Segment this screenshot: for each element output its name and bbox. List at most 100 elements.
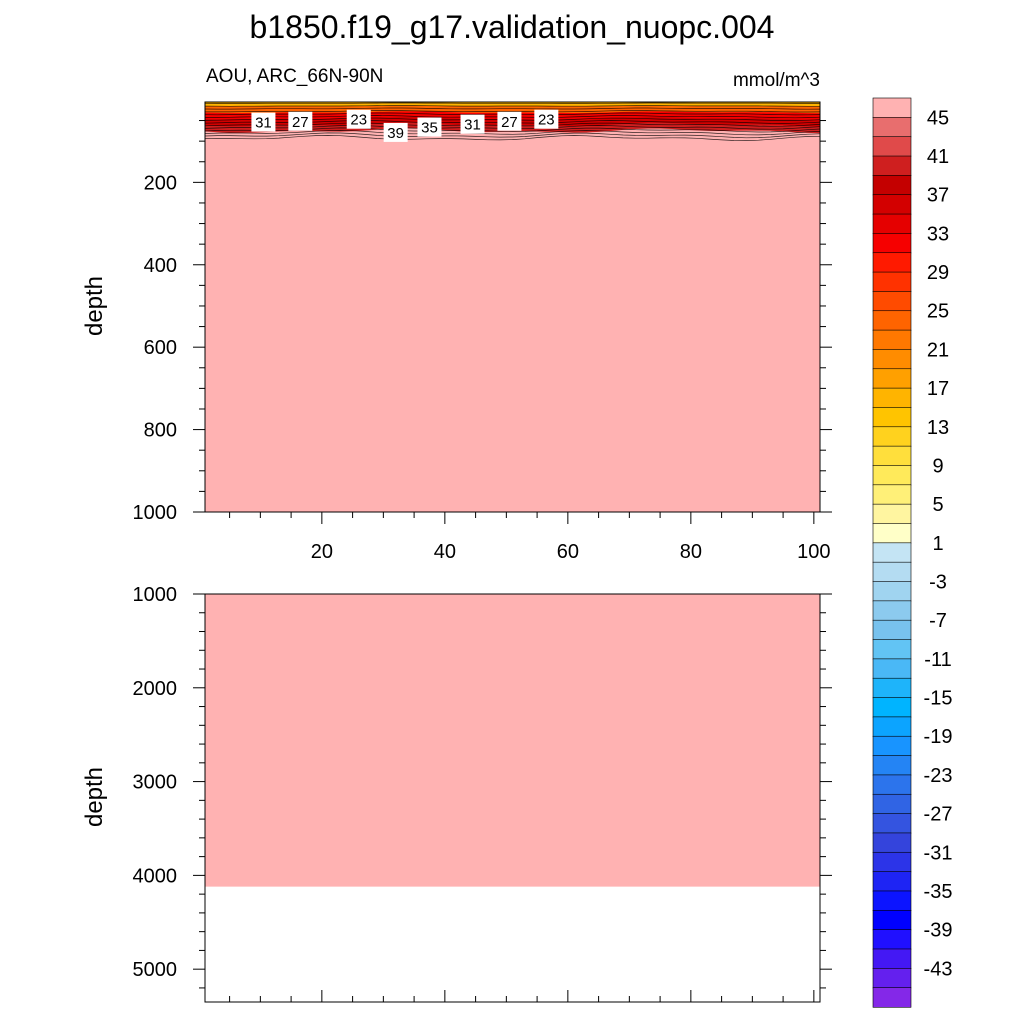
upper-right-label: mmol/m^3 xyxy=(733,70,820,91)
upper-plot-area: 31 27 23 39 35 31 27 23 200 400 600 800 1000 20 40 60 80… xyxy=(133,101,832,563)
colorbar-box xyxy=(872,252,912,273)
contour-label-box xyxy=(497,111,522,131)
colorbar-box xyxy=(872,194,912,215)
x-tick-label: 20 xyxy=(311,541,333,563)
colorbar-box xyxy=(872,716,912,737)
colorbar-label: -23 xyxy=(924,765,953,787)
colorbar-box xyxy=(872,523,912,544)
colorbar-box xyxy=(872,368,912,389)
colorbar-box xyxy=(872,271,912,293)
y-tick-label: 1000 xyxy=(133,502,178,524)
colorbar-label: 25 xyxy=(927,301,949,323)
contour-label-box xyxy=(534,109,559,129)
upper-panel: AOU, ARC_66N-90N mmol/m^3 depth 31 27 23 39… xyxy=(81,66,832,563)
colorbar-box xyxy=(872,639,912,660)
colorbar-box xyxy=(872,349,912,370)
lower-panel: depth 1000 2000 3000 4000 5000 xyxy=(81,584,832,1003)
contour-label: 31 xyxy=(255,115,272,132)
colorbar-label: -3 xyxy=(929,572,947,594)
colorbar-label: -15 xyxy=(924,688,953,710)
colorbar-label: -19 xyxy=(924,726,953,748)
contour-label-box xyxy=(346,109,371,129)
contour-label: 23 xyxy=(538,112,555,129)
y-tick-label: 5000 xyxy=(133,959,178,981)
colorbar-label: -35 xyxy=(924,881,953,903)
colorbar-label: 1 xyxy=(932,533,943,555)
colorbar-label: 9 xyxy=(932,455,943,477)
colorbar-box xyxy=(872,890,912,911)
contour-label-box xyxy=(460,114,485,134)
y-tick-label: 200 xyxy=(144,172,177,194)
colorbar-box xyxy=(872,175,912,196)
colorbar-box xyxy=(872,426,912,447)
contour-label-box xyxy=(383,122,408,142)
colorbar-box xyxy=(872,407,912,428)
colorbar-box xyxy=(872,291,912,312)
colorbar-label: -7 xyxy=(929,610,947,632)
contour-label-box xyxy=(251,112,276,132)
colorbar-box xyxy=(872,871,912,892)
x-tick-label: 60 xyxy=(557,541,579,563)
lower-frame xyxy=(204,593,821,1003)
contour-label: 35 xyxy=(421,120,438,137)
x-tick-label: 100 xyxy=(797,541,830,563)
y-tick-label: 600 xyxy=(144,337,177,359)
colorbar-box xyxy=(872,117,912,138)
colorbar-label: 37 xyxy=(927,185,949,207)
colorbar-box xyxy=(872,619,912,641)
contour-line xyxy=(204,130,821,136)
x-tick-label: 80 xyxy=(680,541,702,563)
colorbar-box xyxy=(872,697,912,718)
colorbar-box xyxy=(872,465,912,486)
colorbar-label: 21 xyxy=(927,339,949,361)
contour-line xyxy=(204,132,821,139)
colorbar-label: -39 xyxy=(924,920,953,942)
colorbar-box xyxy=(872,909,912,931)
colorbar-box xyxy=(872,735,912,757)
x-tick-label: 40 xyxy=(434,541,456,563)
y-tick-label: 4000 xyxy=(133,865,178,887)
colorbar-box xyxy=(872,832,912,853)
colorbar-box xyxy=(872,233,912,254)
colorbar-label: 41 xyxy=(927,146,949,168)
colorbar-box xyxy=(872,987,912,1008)
contour-line xyxy=(204,105,820,107)
contour-label-box xyxy=(288,111,313,131)
colorbar-label: -11 xyxy=(924,649,951,671)
colorbar-box xyxy=(872,851,912,873)
upper-y-axis-label: depth xyxy=(81,276,108,336)
contour-line xyxy=(204,102,821,104)
figure-title: b1850.f19_g17.validation_nuopc.004 xyxy=(250,9,775,45)
contour-label: 39 xyxy=(387,125,404,142)
colorbar: 45 41 37 33 29 25 21 17 13 9 5 1 -3 -7 -11 -15 -19 -23 -27… xyxy=(872,97,953,1008)
contour-label: 27 xyxy=(292,114,309,131)
colorbar-box xyxy=(872,774,912,795)
colorbar-box xyxy=(872,813,912,834)
colorbar-box xyxy=(872,581,912,602)
colorbar-box xyxy=(872,677,912,699)
contour-label: 23 xyxy=(350,112,367,129)
colorbar-box xyxy=(872,542,912,563)
colorbar-box xyxy=(872,445,912,467)
upper-left-label: AOU, ARC_66N-90N xyxy=(206,66,383,87)
lower-plot-area: 1000 2000 3000 4000 5000 xyxy=(133,584,832,1003)
colorbar-box xyxy=(872,503,912,525)
colorbar-box xyxy=(872,793,912,815)
colorbar-box xyxy=(872,213,912,234)
colorbar-label: -27 xyxy=(924,804,953,826)
colorbar-box xyxy=(872,329,912,351)
colorbar-label: 5 xyxy=(932,494,943,516)
y-tick-label: 2000 xyxy=(133,678,178,700)
colorbar-box xyxy=(872,755,912,776)
colorbar-box xyxy=(872,484,912,505)
colorbar-label: 29 xyxy=(927,262,949,284)
colorbar-box xyxy=(872,155,912,176)
colorbar-label: 45 xyxy=(927,107,949,129)
colorbar-label: -43 xyxy=(924,958,953,980)
upper-frame xyxy=(204,101,821,513)
y-tick-label: 800 xyxy=(144,420,177,442)
colorbar-box xyxy=(872,136,912,157)
colorbar-box xyxy=(872,310,912,331)
colorbar-label: -31 xyxy=(924,842,953,864)
